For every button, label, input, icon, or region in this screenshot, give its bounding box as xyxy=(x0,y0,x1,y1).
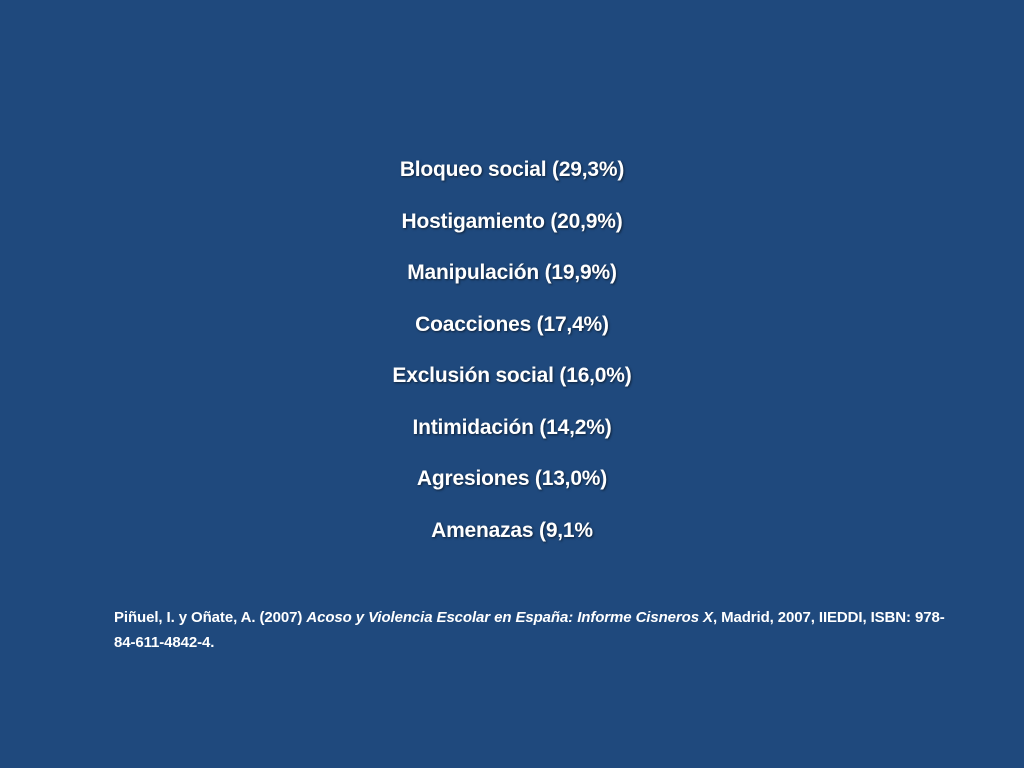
list-item: Hostigamiento (20,9%) xyxy=(401,209,623,233)
list-item: Amenazas (9,1% xyxy=(431,518,593,542)
citation-authors: Piñuel, I. y Oñate, A. (2007) xyxy=(114,609,307,626)
list-item: Manipulación (19,9%) xyxy=(407,261,617,284)
citation-title: Acoso y Violencia Escolar en España: Inf… xyxy=(306,609,713,626)
list-item: Bloqueo social (29,3%) xyxy=(399,158,625,181)
list-item: Coacciones (17,4%) xyxy=(415,312,609,336)
list-item: Agresiones (13,0%) xyxy=(416,467,608,490)
list-item: Intimidación (14,2%) xyxy=(412,415,612,439)
bullying-types-list: Bloqueo social (29,3%) Hostigamiento (20… xyxy=(0,150,1024,562)
citation-rest: , Madrid, 2007, IIEDDI, ISBN: 978-84-611… xyxy=(114,609,945,651)
list-item: Exclusión social (16,0%) xyxy=(392,364,632,387)
citation: Piñuel, I. y Oñate, A. (2007) Acoso y Vi… xyxy=(114,605,954,655)
